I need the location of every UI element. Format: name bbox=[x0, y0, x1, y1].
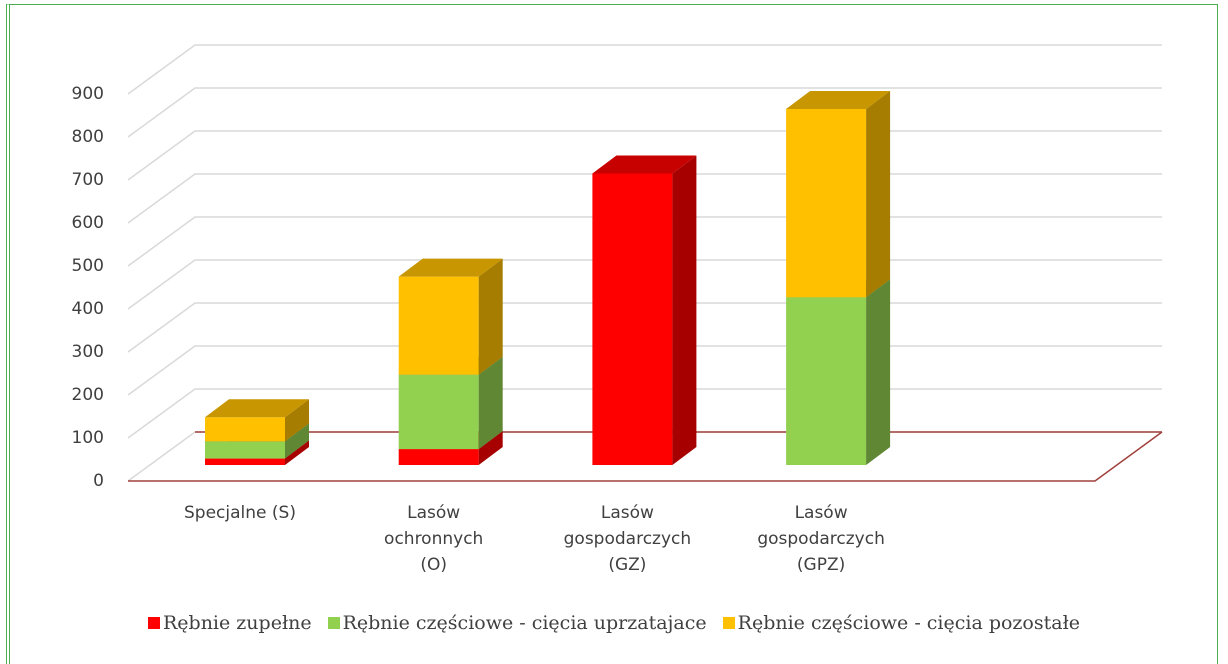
bar bbox=[786, 297, 867, 465]
bar-side bbox=[285, 423, 309, 459]
floor-front bbox=[128, 431, 1163, 482]
legend-item: Rębnie częściowe - cięcia pozostałe bbox=[722, 612, 1080, 634]
grid-line bbox=[127, 44, 1162, 95]
x-tick-label: Specjalne (S) bbox=[184, 503, 296, 523]
bar-side bbox=[478, 431, 503, 465]
frame bbox=[6, 4, 1218, 664]
y-tick-label: 400 bbox=[72, 299, 104, 319]
bar-top bbox=[592, 155, 697, 174]
y-tick-label: 300 bbox=[72, 342, 104, 362]
x-tick-label: Lasów gospodarczych (GPZ) bbox=[757, 503, 885, 575]
y-tick-label: 500 bbox=[72, 256, 104, 276]
legend-item: Rębnie częściowe - cięcia uprzatajace bbox=[327, 612, 707, 634]
bar-side bbox=[866, 279, 891, 465]
bar-top bbox=[398, 258, 503, 277]
legend-swatch bbox=[147, 617, 160, 629]
legend-swatch bbox=[722, 617, 735, 629]
bar bbox=[205, 458, 285, 465]
bar bbox=[398, 449, 479, 465]
legend-label: Rębnie zupełne bbox=[162, 612, 312, 634]
y-tick-label: 900 bbox=[72, 84, 104, 104]
bar-top bbox=[205, 399, 309, 418]
bar bbox=[592, 173, 673, 465]
x-tick-label: Lasów ochronnych (O) bbox=[384, 503, 484, 575]
bar-side bbox=[866, 90, 891, 298]
bar-side bbox=[285, 440, 309, 465]
y-tick-label: 600 bbox=[72, 213, 104, 233]
bar-top bbox=[786, 90, 891, 109]
y-tick-label: 200 bbox=[72, 385, 104, 405]
legend: Rębnie zupełne Rębnie częściowe - cięcia … bbox=[0, 612, 1228, 634]
bar-side bbox=[285, 399, 309, 442]
bar bbox=[205, 417, 285, 442]
bar-side bbox=[672, 155, 697, 465]
bar-side bbox=[478, 356, 503, 450]
y-tick-label: 100 bbox=[72, 428, 104, 448]
bar bbox=[205, 441, 285, 459]
legend-label: Rębnie częściowe - cięcia uprzatajace bbox=[342, 612, 707, 634]
x-tick-label: Lasów gospodarczych (GZ) bbox=[563, 503, 692, 575]
bar-side bbox=[478, 258, 503, 375]
y-tick-label: 800 bbox=[72, 127, 104, 147]
bar bbox=[398, 374, 479, 450]
legend-label: Rębnie częściowe - cięcia pozostałe bbox=[737, 612, 1080, 634]
bar bbox=[786, 108, 867, 298]
y-tick-label: 700 bbox=[72, 170, 104, 190]
y-tick-label: 0 bbox=[93, 471, 104, 491]
bar bbox=[398, 276, 479, 375]
legend-swatch bbox=[327, 617, 340, 629]
legend-item: Rębnie zupełne bbox=[147, 612, 312, 634]
grid-line bbox=[127, 87, 1162, 138]
